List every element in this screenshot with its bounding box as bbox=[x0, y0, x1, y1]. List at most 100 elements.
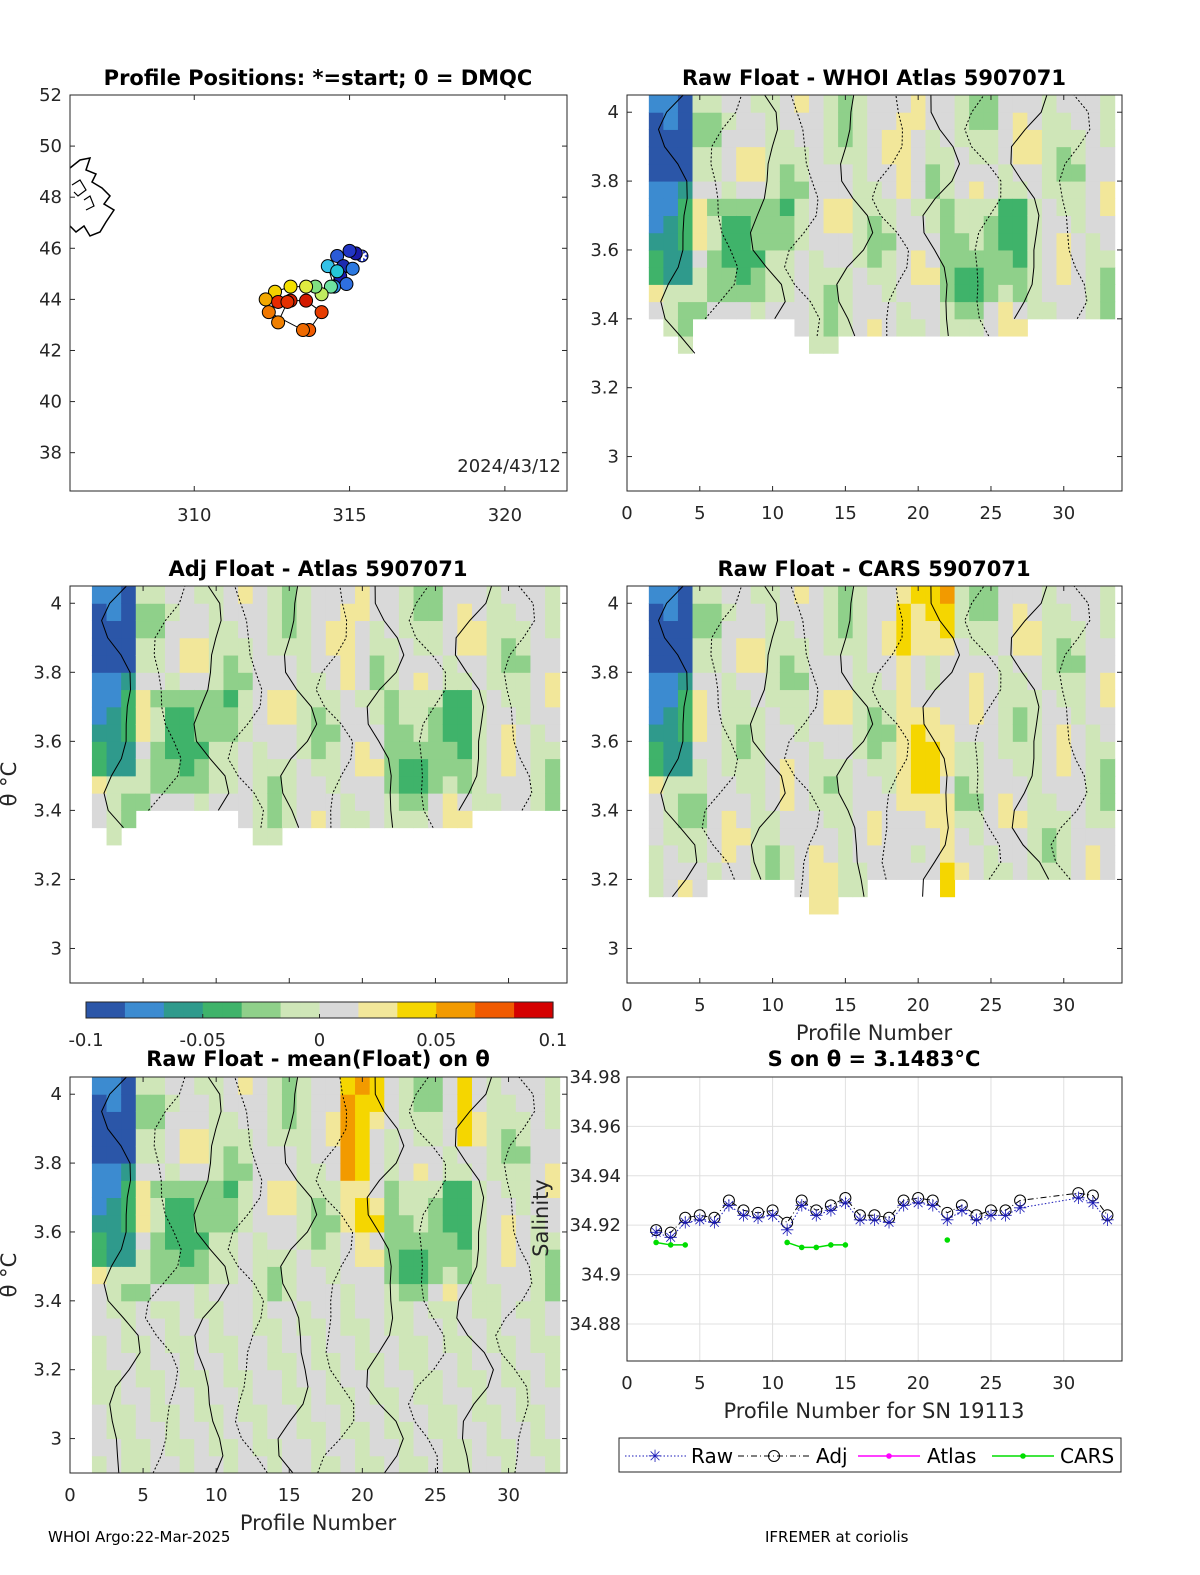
anomaly-cell bbox=[677, 146, 694, 165]
anomaly-cell bbox=[925, 95, 941, 113]
anomaly-cell bbox=[208, 1094, 224, 1112]
anomaly-cell bbox=[808, 879, 825, 898]
anomaly-cell bbox=[1041, 112, 1057, 130]
anomaly-cell bbox=[692, 249, 708, 268]
anomaly-cell bbox=[838, 318, 854, 337]
anomaly-cell bbox=[208, 1145, 224, 1164]
anomaly-cell bbox=[428, 1128, 444, 1147]
anomaly-cell bbox=[1085, 215, 1101, 234]
anomaly-cell bbox=[501, 741, 517, 760]
adj-point bbox=[955, 1199, 968, 1212]
anomaly-cell bbox=[165, 1214, 181, 1233]
anomaly-cell bbox=[486, 1163, 502, 1181]
anomaly-cell bbox=[106, 1438, 122, 1457]
anomaly-cell bbox=[194, 1094, 210, 1112]
anomaly-cell bbox=[150, 724, 166, 742]
anomaly-cell bbox=[823, 620, 839, 639]
anomaly-cell bbox=[530, 1421, 546, 1440]
anomaly-cell bbox=[135, 1180, 151, 1199]
anomaly-cell bbox=[983, 163, 999, 182]
anomaly-cell bbox=[413, 706, 429, 725]
anomaly-cell bbox=[881, 724, 897, 742]
anomaly-cell bbox=[150, 689, 166, 708]
anomaly-cell bbox=[530, 1438, 546, 1457]
anomaly-cell bbox=[442, 1180, 458, 1199]
anomaly-cell bbox=[91, 1455, 108, 1473]
anomaly-cell bbox=[267, 672, 283, 691]
anomaly-cell bbox=[369, 1111, 385, 1130]
series-adj-line bbox=[656, 1192, 1108, 1234]
anomaly-cell bbox=[1027, 810, 1043, 829]
anomaly-cell bbox=[281, 810, 298, 829]
anomaly-cell bbox=[355, 724, 371, 742]
anomaly-cell bbox=[969, 181, 985, 199]
anomaly-cell bbox=[208, 1128, 224, 1147]
anomaly-cell bbox=[325, 1421, 341, 1440]
anomaly-cell bbox=[106, 689, 122, 708]
anomaly-cell bbox=[355, 1318, 371, 1336]
anomaly-cell bbox=[413, 1231, 429, 1250]
anomaly-cell bbox=[1027, 586, 1043, 604]
anomaly-cell bbox=[281, 1249, 298, 1267]
anomaly-cell bbox=[1100, 163, 1116, 182]
colorbar-swatch bbox=[504, 1002, 515, 1018]
anomaly-cell bbox=[384, 1145, 400, 1164]
anomaly-cell bbox=[223, 724, 239, 742]
anomaly-cell bbox=[515, 1335, 531, 1353]
anomaly-cell bbox=[721, 112, 737, 130]
anomaly-cell bbox=[530, 724, 546, 742]
anomaly-cell bbox=[677, 163, 694, 182]
plot-background bbox=[627, 1077, 1122, 1361]
anomaly-cell bbox=[457, 1335, 473, 1353]
anomaly-cell bbox=[1041, 198, 1057, 217]
anomaly-cell bbox=[998, 844, 1014, 863]
anomaly-cell bbox=[663, 689, 679, 708]
anomaly-cell bbox=[428, 586, 444, 604]
anomaly-cell bbox=[794, 827, 810, 846]
anomaly-cell bbox=[311, 793, 327, 811]
anomaly-cell bbox=[794, 249, 810, 268]
adj-point bbox=[970, 1209, 983, 1222]
anomaly-cell bbox=[867, 267, 883, 285]
anomaly-cell bbox=[471, 1197, 488, 1216]
y-tick-label: 3 bbox=[608, 447, 619, 468]
anomaly-cell bbox=[223, 655, 239, 673]
adj-point bbox=[868, 1209, 881, 1222]
profile-marker bbox=[258, 292, 273, 307]
anomaly-cell bbox=[1027, 672, 1043, 691]
contour-line bbox=[749, 95, 786, 320]
x-tick-label: 15 bbox=[834, 995, 857, 1016]
anomaly-cell bbox=[208, 741, 224, 760]
anomaly-cell bbox=[852, 215, 868, 234]
anomaly-cell bbox=[954, 95, 970, 113]
anomaly-cell bbox=[135, 1249, 151, 1267]
anomaly-cell bbox=[486, 1128, 502, 1147]
anomaly-cell bbox=[486, 637, 502, 656]
anomaly-cell bbox=[925, 146, 941, 165]
x-tick-label: 30 bbox=[497, 1485, 520, 1506]
anomaly-cell bbox=[442, 1163, 458, 1181]
x-tick-label: 25 bbox=[980, 1373, 1003, 1394]
anomaly-cell bbox=[881, 672, 897, 691]
anomaly-cell bbox=[515, 637, 531, 656]
anomaly-cell bbox=[121, 1128, 137, 1147]
anomaly-cell bbox=[1085, 672, 1101, 691]
anomaly-cell bbox=[707, 620, 723, 639]
anomaly-cell bbox=[340, 1266, 356, 1285]
anomaly-cell bbox=[954, 793, 970, 811]
anomaly-cell bbox=[940, 129, 956, 148]
anomaly-cell bbox=[369, 1249, 385, 1267]
colorbar-swatch bbox=[416, 1002, 428, 1018]
anomaly-cell bbox=[838, 775, 854, 794]
anomaly-cell bbox=[223, 741, 239, 760]
anomaly-cell bbox=[486, 603, 502, 622]
anomaly-cell bbox=[867, 181, 883, 199]
anomaly-cell bbox=[910, 724, 926, 742]
anomaly-cell bbox=[663, 181, 679, 199]
anomaly-cells bbox=[91, 586, 561, 846]
anomaly-cell bbox=[910, 129, 926, 148]
anomaly-cell bbox=[267, 810, 283, 829]
anomaly-cell bbox=[663, 827, 679, 846]
anomaly-cell bbox=[765, 827, 781, 846]
anomaly-cell bbox=[369, 1145, 385, 1164]
